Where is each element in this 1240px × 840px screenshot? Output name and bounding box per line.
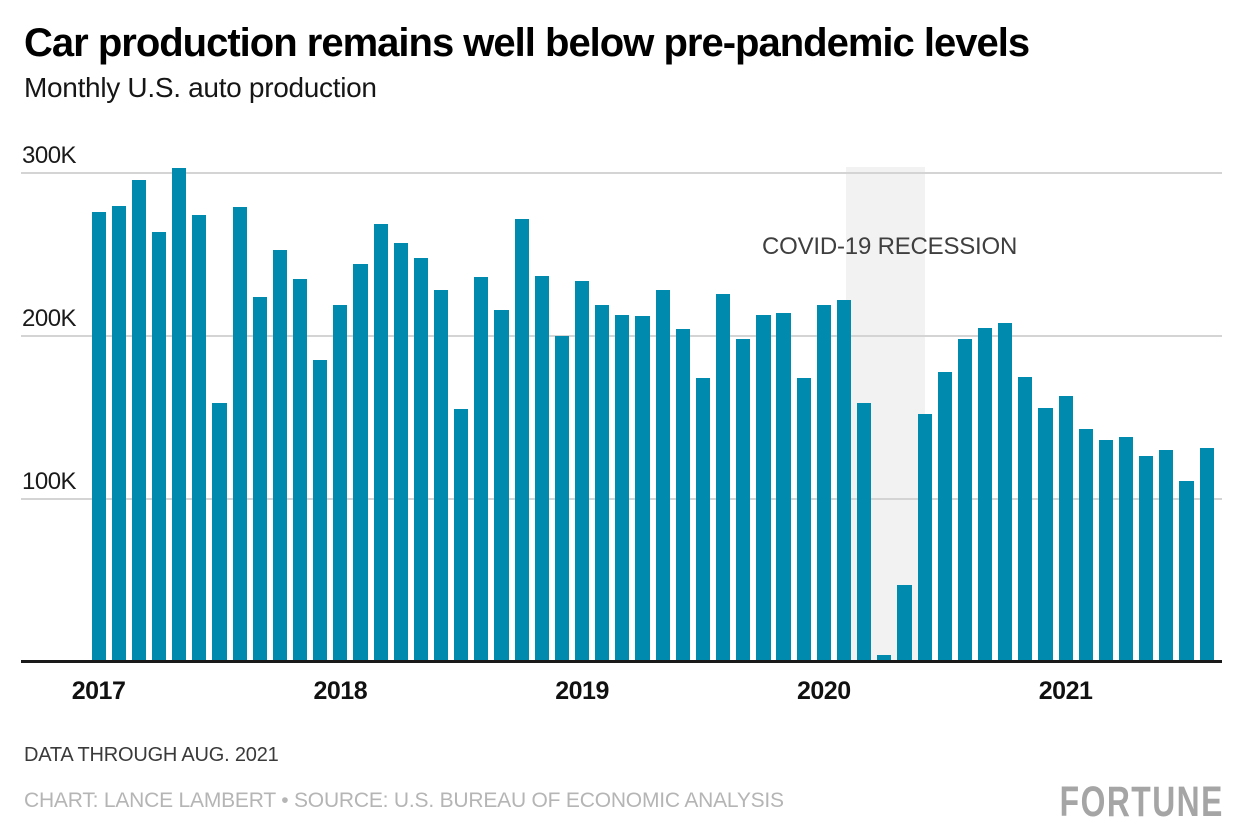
- bar-month-16: [413, 257, 429, 662]
- bar-month-42: [937, 371, 952, 662]
- y-axis-label-300K: 300K: [22, 142, 77, 170]
- x-axis-label-2018: 2018: [313, 677, 368, 705]
- bar-month-51: [1118, 436, 1134, 662]
- chart-title: Car production remains well below pre-pa…: [24, 21, 1030, 65]
- bar-month-4: [172, 168, 187, 662]
- bar-month-2: [131, 179, 146, 662]
- bar-month-0: [91, 212, 106, 662]
- x-axis-label-2021: 2021: [1038, 677, 1093, 705]
- gridline-300K: [21, 172, 1222, 175]
- bar-month-53: [1159, 449, 1174, 662]
- bar-month-44: [977, 327, 993, 662]
- bar-month-10: [292, 278, 308, 662]
- bar-month-43: [957, 339, 972, 662]
- bar-month-54: [1179, 480, 1194, 662]
- bar-month-49: [1078, 428, 1093, 662]
- bar-month-52: [1139, 456, 1154, 662]
- bar-month-13: [353, 264, 368, 662]
- bar-month-41: [917, 414, 932, 662]
- bar-month-17: [433, 290, 449, 662]
- x-axis-line: [21, 660, 1222, 663]
- bar-month-30: [695, 378, 711, 662]
- x-axis-label-2020: 2020: [797, 677, 851, 705]
- bar-month-28: [655, 290, 670, 662]
- bar-month-6: [212, 402, 227, 662]
- bar-month-25: [595, 304, 610, 662]
- bar-month-18: [454, 409, 469, 662]
- bar-month-34: [776, 313, 791, 662]
- bar-month-8: [252, 296, 267, 662]
- bar-month-15: [393, 243, 408, 662]
- bar-month-22: [534, 275, 549, 662]
- chart-credit-source: CHART: LANCE LAMBERT • SOURCE: U.S. BURE…: [24, 789, 784, 812]
- bar-month-32: [736, 339, 751, 662]
- recession-annotation-label: COVID-19 RECESSION: [762, 233, 1018, 260]
- bar-month-23: [554, 335, 570, 662]
- bar-month-55: [1199, 448, 1214, 662]
- bar-month-3: [151, 231, 167, 662]
- bar-month-1: [111, 205, 126, 662]
- bar-month-48: [1058, 396, 1073, 662]
- bar-month-47: [1038, 407, 1053, 662]
- bar-month-29: [675, 329, 690, 662]
- bar-month-26: [615, 314, 630, 662]
- y-axis-label-100K: 100K: [22, 467, 77, 495]
- bar-month-5: [192, 215, 207, 662]
- y-axis-label-200K: 200K: [22, 304, 77, 332]
- bar-month-45: [998, 322, 1013, 662]
- bar-month-14: [373, 223, 388, 662]
- fortune-logo: FORTUNE: [1059, 778, 1224, 826]
- bar-month-36: [816, 304, 831, 662]
- bar-month-21: [514, 218, 529, 662]
- bar-month-37: [836, 300, 852, 662]
- data-through-note: DATA THROUGH AUG. 2021: [24, 744, 279, 766]
- bar-month-12: [333, 304, 348, 662]
- bar-month-11: [313, 360, 328, 662]
- bar-month-9: [272, 249, 287, 662]
- bar-month-46: [1018, 376, 1033, 662]
- bar-month-39: [877, 654, 892, 662]
- bar-month-40: [897, 584, 912, 662]
- chart-subtitle: Monthly U.S. auto production: [24, 72, 377, 103]
- bar-month-31: [716, 293, 731, 662]
- bar-month-24: [575, 280, 590, 662]
- bar-month-50: [1098, 440, 1113, 662]
- bar-month-33: [756, 314, 771, 662]
- bar-month-7: [232, 207, 247, 662]
- x-axis-label-2019: 2019: [555, 677, 609, 705]
- bar-month-35: [796, 378, 811, 662]
- bar-month-27: [635, 316, 650, 662]
- x-axis-label-2017: 2017: [71, 677, 126, 705]
- bar-month-38: [857, 402, 872, 662]
- bar-month-19: [474, 277, 489, 662]
- bar-month-20: [494, 309, 509, 662]
